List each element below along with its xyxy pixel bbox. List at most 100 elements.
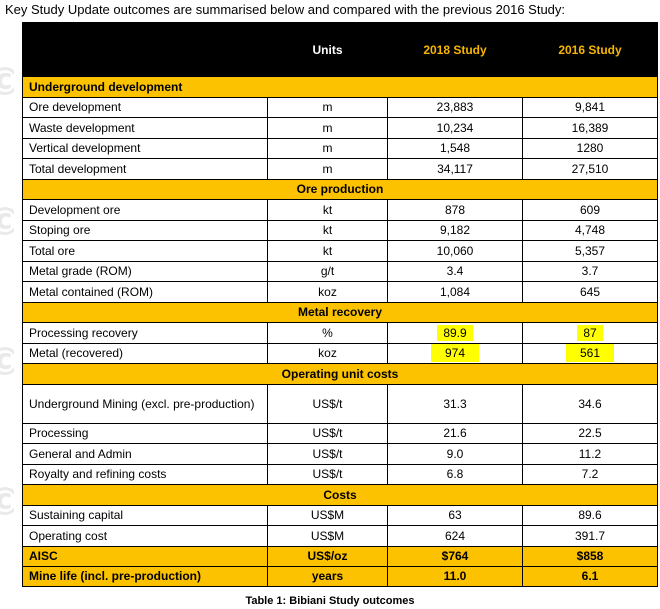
row-label: Processing — [22, 422, 268, 444]
section-row: Metal recovery — [22, 301, 658, 323]
row-unit: years — [267, 565, 388, 587]
row-label: AISC — [22, 545, 268, 567]
row-label: Processing recovery — [22, 322, 268, 344]
row-value-2018: 624 — [387, 525, 523, 547]
table-row: General and Admin US$/t 9.0 11.2 — [22, 443, 658, 465]
row-value-2016: 645 — [522, 281, 658, 303]
row-unit: US$M — [267, 525, 388, 547]
row-value-2018: 10,060 — [387, 240, 523, 262]
table-row: Ore development m 23,883 9,841 — [22, 96, 658, 118]
row-label: Development ore — [22, 199, 268, 221]
row-label: Stoping ore — [22, 219, 268, 241]
row-value-2018: 89.9 — [387, 322, 523, 344]
row-unit: g/t — [267, 260, 388, 282]
highlighted-value: 89.9 — [437, 324, 473, 341]
row-unit: koz — [267, 342, 388, 364]
row-unit: m — [267, 137, 388, 159]
table-caption: Table 1: Bibiani Study outcomes — [245, 595, 415, 607]
row-value-2018: 1,084 — [387, 281, 523, 303]
highlighted-value: 87 — [577, 324, 603, 341]
table-row: Sustaining capital US$M 63 89.6 — [22, 504, 658, 526]
table-row: Processing US$/t 21.6 22.5 — [22, 422, 658, 444]
table-row: Processing recovery % 89.9 87 — [22, 322, 658, 344]
section-ore-production: Ore production — [22, 178, 658, 200]
row-value-2016: 3.7 — [522, 260, 658, 282]
row-value-2016: 87 — [522, 322, 658, 344]
row-label: Underground Mining (excl. pre-production… — [22, 383, 268, 424]
row-value-2018: 878 — [387, 199, 523, 221]
row-value-2016: 22.5 — [522, 422, 658, 444]
row-value-2016: $858 — [522, 545, 658, 567]
row-unit: m — [267, 117, 388, 139]
row-value-2016: 7.2 — [522, 463, 658, 485]
row-value-2018: 3.4 — [387, 260, 523, 282]
intro-text: Key Study Update outcomes are summarised… — [5, 2, 566, 17]
row-value-2016: 4,748 — [522, 219, 658, 241]
table-row: Vertical development m 1,548 1280 — [22, 137, 658, 159]
table-row: Total development m 34,117 27,510 — [22, 158, 658, 180]
section-row: Ore production — [22, 178, 658, 200]
row-value-2018: 34,117 — [387, 158, 523, 180]
table-row: Stoping ore kt 9,182 4,748 — [22, 219, 658, 241]
row-value-2016: 89.6 — [522, 504, 658, 526]
row-value-2018: 9.0 — [387, 443, 523, 465]
header-blank-cell — [22, 22, 268, 77]
row-unit: US$/oz — [267, 545, 388, 567]
row-unit: US$/t — [267, 422, 388, 444]
table-row: Waste development m 10,234 16,389 — [22, 117, 658, 139]
row-unit: m — [267, 96, 388, 118]
row-label: Total ore — [22, 240, 268, 262]
row-value-2018: 63 — [387, 504, 523, 526]
row-label: General and Admin — [22, 443, 268, 465]
header-2016-study: 2016 Study — [522, 22, 658, 77]
table-row: Operating cost US$M 624 391.7 — [22, 525, 658, 547]
row-value-2016: 27,510 — [522, 158, 658, 180]
header-2018-study: 2018 Study — [387, 22, 523, 77]
row-label: Sustaining capital — [22, 504, 268, 526]
section-underground-development: Underground development — [22, 76, 658, 98]
row-unit: US$/t — [267, 383, 388, 424]
row-label: Metal (recovered) — [22, 342, 268, 364]
highlighted-value: 974 — [430, 344, 480, 363]
table-row: Total ore kt 10,060 5,357 — [22, 240, 658, 262]
row-value-2016: 561 — [522, 342, 658, 364]
row-unit: % — [267, 322, 388, 344]
header-units: Units — [267, 22, 388, 77]
row-value-2016: 1280 — [522, 137, 658, 159]
row-label: Mine life (incl. pre-production) — [22, 565, 268, 587]
summary-row: AISC US$/oz $764 $858 — [22, 545, 658, 567]
section-row: Underground development — [22, 76, 658, 98]
table-row: Development ore kt 878 609 — [22, 199, 658, 221]
highlighted-value: 561 — [565, 344, 615, 363]
row-unit: m — [267, 158, 388, 180]
row-unit: US$/t — [267, 443, 388, 465]
watermark-glyph: © — [0, 340, 14, 384]
watermark-glyph: © — [0, 480, 14, 524]
row-value-2016: 16,389 — [522, 117, 658, 139]
row-value-2016: 34.6 — [522, 383, 658, 424]
table-row: Metal (recovered) koz 974 561 — [22, 342, 658, 364]
row-value-2016: 609 — [522, 199, 658, 221]
row-label: Metal grade (ROM) — [22, 260, 268, 282]
row-label: Total development — [22, 158, 268, 180]
section-row: Operating unit costs — [22, 363, 658, 385]
study-outcomes-table: Units 2018 Study 2016 Study Underground … — [22, 22, 658, 587]
row-label: Waste development — [22, 117, 268, 139]
row-value-2016: 5,357 — [522, 240, 658, 262]
row-label: Metal contained (ROM) — [22, 281, 268, 303]
row-unit: US$/t — [267, 463, 388, 485]
row-label: Vertical development — [22, 137, 268, 159]
row-value-2018: 974 — [387, 342, 523, 364]
row-value-2016: 11.2 — [522, 443, 658, 465]
row-value-2018: 1,548 — [387, 137, 523, 159]
row-value-2018: 21.6 — [387, 422, 523, 444]
row-label: Royalty and refining costs — [22, 463, 268, 485]
row-value-2016: 9,841 — [522, 96, 658, 118]
table-row: Underground Mining (excl. pre-production… — [22, 383, 658, 424]
row-value-2018: 23,883 — [387, 96, 523, 118]
summary-row: Mine life (incl. pre-production) years 1… — [22, 565, 658, 587]
watermark-glyph: © — [0, 60, 14, 104]
row-unit: kt — [267, 240, 388, 262]
row-unit: US$M — [267, 504, 388, 526]
row-value-2018: 9,182 — [387, 219, 523, 241]
